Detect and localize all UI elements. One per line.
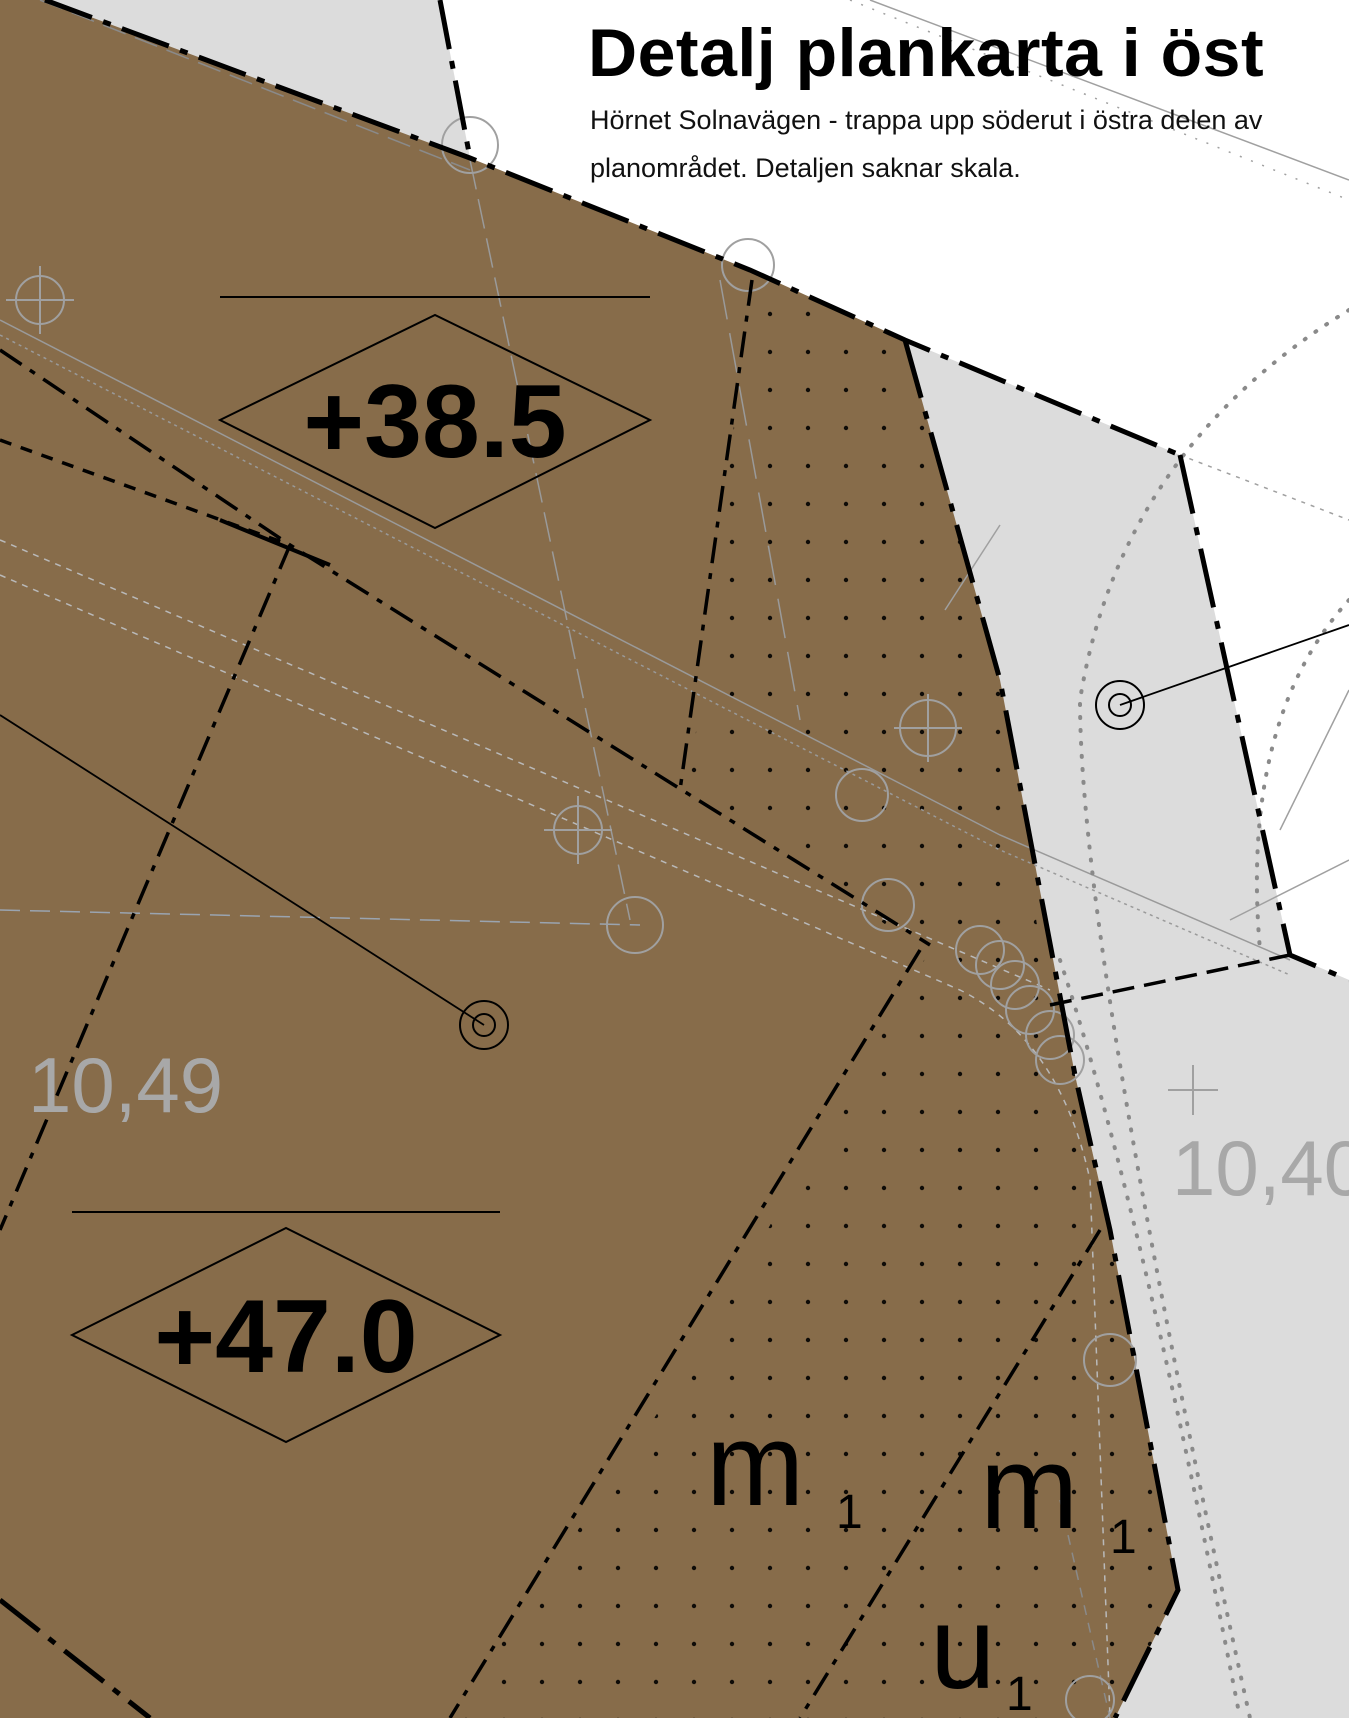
height-value-lower: +47.0 — [154, 1279, 417, 1395]
zone-label-m1-right: m 1 — [980, 1422, 1137, 1564]
target-symbol-right — [1095, 680, 1145, 730]
street-area-bottom — [1050, 955, 1349, 1718]
pointer-lines — [0, 624, 1349, 1026]
page-title: Detalj plankarta i öst — [588, 15, 1265, 91]
svg-text:1: 1 — [836, 1486, 863, 1539]
svg-text:1: 1 — [1006, 1668, 1033, 1718]
svg-text:u: u — [930, 1582, 996, 1714]
spot-height-left: 10,49 — [28, 1041, 223, 1129]
height-value-upper: +38.5 — [303, 364, 566, 480]
dotted-zones — [450, 280, 1178, 1718]
height-label-upper: +38.5 — [217, 296, 653, 530]
svg-text:m: m — [706, 1399, 804, 1531]
zone-label-u1: u 1 — [930, 1582, 1033, 1718]
page-subtitle: Hörnet Solnavägen - trappa upp söderut i… — [590, 105, 1263, 183]
svg-text:m: m — [980, 1422, 1078, 1554]
spot-height-right: 10,40 — [1172, 1124, 1349, 1212]
zone-label-m1-left: m 1 — [706, 1399, 863, 1539]
street-area — [45, 0, 1349, 1718]
title-block: Detalj plankarta i öst Hörnet Solnavägen… — [588, 14, 1328, 192]
target-symbol-left — [459, 1000, 509, 1050]
dotted-curves — [1058, 308, 1349, 1718]
survey-crosses — [6, 266, 1218, 1115]
height-label-lower: +47.0 — [69, 1211, 503, 1444]
internal-boundaries — [0, 279, 1291, 1718]
svg-text:1: 1 — [1110, 1511, 1137, 1564]
